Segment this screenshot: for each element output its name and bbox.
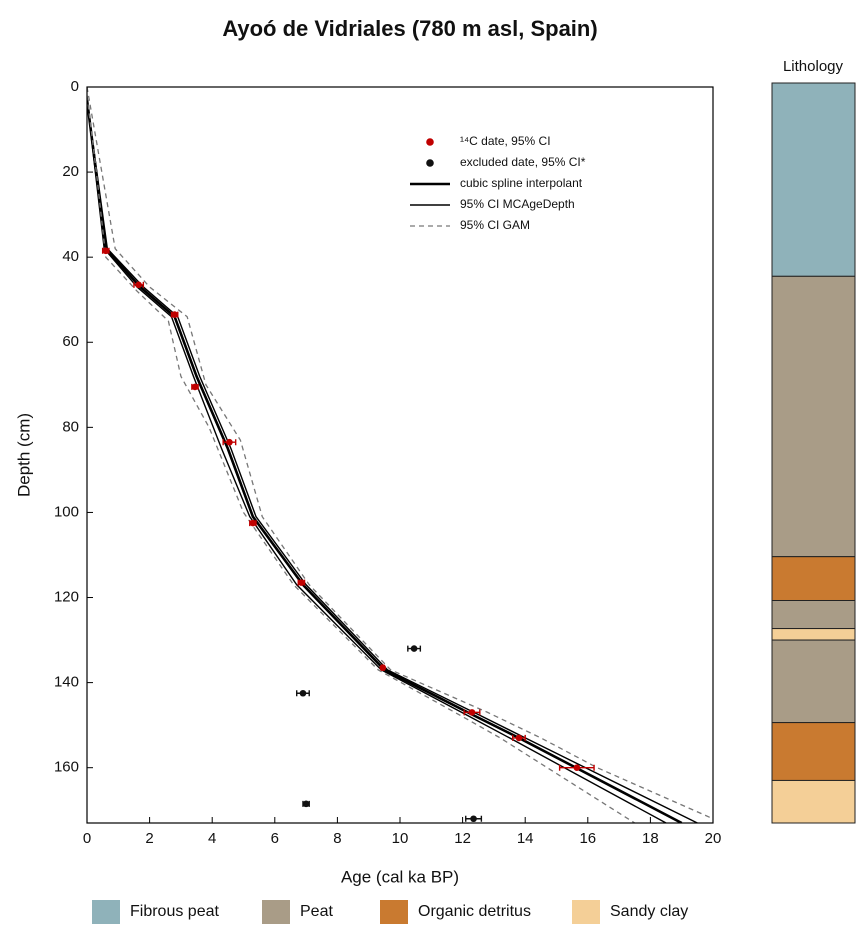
date-point — [379, 664, 387, 672]
date-point — [573, 764, 581, 771]
lithology-legend-label: Peat — [300, 903, 333, 920]
lithology-swatch — [92, 900, 120, 924]
age-depth-line — [87, 95, 636, 823]
y-tick-label: 20 — [62, 163, 79, 180]
x-axis-label: Age (cal ka BP) — [341, 867, 459, 886]
date-point — [298, 579, 305, 586]
lithology-legend-label: Fibrous peat — [130, 903, 219, 920]
date-point — [102, 247, 110, 255]
y-tick-label: 60 — [62, 333, 79, 350]
legend-label: ¹⁴C date, 95% CI — [460, 134, 551, 148]
y-tick-label: 120 — [54, 588, 79, 605]
x-tick-label: 14 — [517, 830, 534, 847]
y-tick-label: 80 — [62, 418, 79, 435]
x-tick-label: 18 — [642, 830, 659, 847]
plot — [87, 87, 713, 823]
lithology-legend-label: Sandy clay — [610, 903, 688, 920]
x-tick-label: 2 — [145, 830, 153, 847]
lithology-layer — [771, 779, 856, 824]
lithology-layer — [771, 275, 856, 558]
chart-title: Ayoó de Vidriales (780 m asl, Spain) — [222, 16, 597, 41]
date-point — [468, 709, 476, 716]
age-depth-line — [87, 87, 713, 820]
legend-marker — [426, 159, 434, 167]
legend-label: 95% CI GAM — [460, 218, 530, 232]
date-point — [226, 438, 233, 446]
x-tick-label: 12 — [454, 830, 471, 847]
lithology-title: Lithology — [783, 58, 844, 75]
legend-label: excluded date, 95% CI* — [460, 155, 586, 169]
lithology-swatch — [572, 900, 600, 924]
lithology-layer — [771, 722, 856, 781]
x-tick-label: 4 — [208, 830, 216, 847]
age-depth-line — [87, 99, 667, 823]
date-point — [191, 383, 199, 391]
date-point — [299, 689, 307, 697]
legend-label: cubic spline interpolant — [460, 176, 583, 190]
date-point — [249, 519, 257, 527]
lithology-layer — [771, 82, 856, 277]
lithology-swatch — [262, 900, 290, 924]
lithology-layer — [771, 639, 856, 724]
x-tick-label: 8 — [333, 830, 341, 847]
lithology-swatch — [380, 900, 408, 924]
lithology-layer — [771, 628, 856, 641]
x-tick-label: 16 — [579, 830, 596, 847]
x-tick-label: 6 — [271, 830, 279, 847]
y-tick-label: 40 — [62, 248, 79, 265]
lithology-layer — [771, 556, 856, 601]
date-point — [515, 734, 523, 742]
date-point — [410, 645, 418, 652]
y-tick-label: 160 — [54, 759, 79, 776]
x-tick-label: 0 — [83, 830, 91, 847]
date-point — [470, 815, 477, 823]
date-point — [302, 800, 310, 808]
lithology-layer — [771, 599, 856, 630]
y-tick-label: 100 — [54, 503, 79, 520]
legend-label: 95% CI MCAgeDepth — [460, 197, 575, 211]
age-depth-line — [87, 99, 683, 823]
date-point — [171, 311, 178, 318]
y-tick-label: 0 — [71, 78, 79, 95]
age-depth-line — [87, 99, 698, 823]
plot-frame — [86, 86, 714, 824]
x-tick-label: 20 — [705, 830, 722, 847]
legend-marker — [426, 138, 434, 146]
x-tick-label: 10 — [392, 830, 409, 847]
y-tick-label: 140 — [54, 674, 79, 691]
y-axis-label: Depth (cm) — [14, 413, 33, 497]
lithology-legend-label: Organic detritus — [418, 903, 531, 920]
date-point — [135, 281, 142, 289]
